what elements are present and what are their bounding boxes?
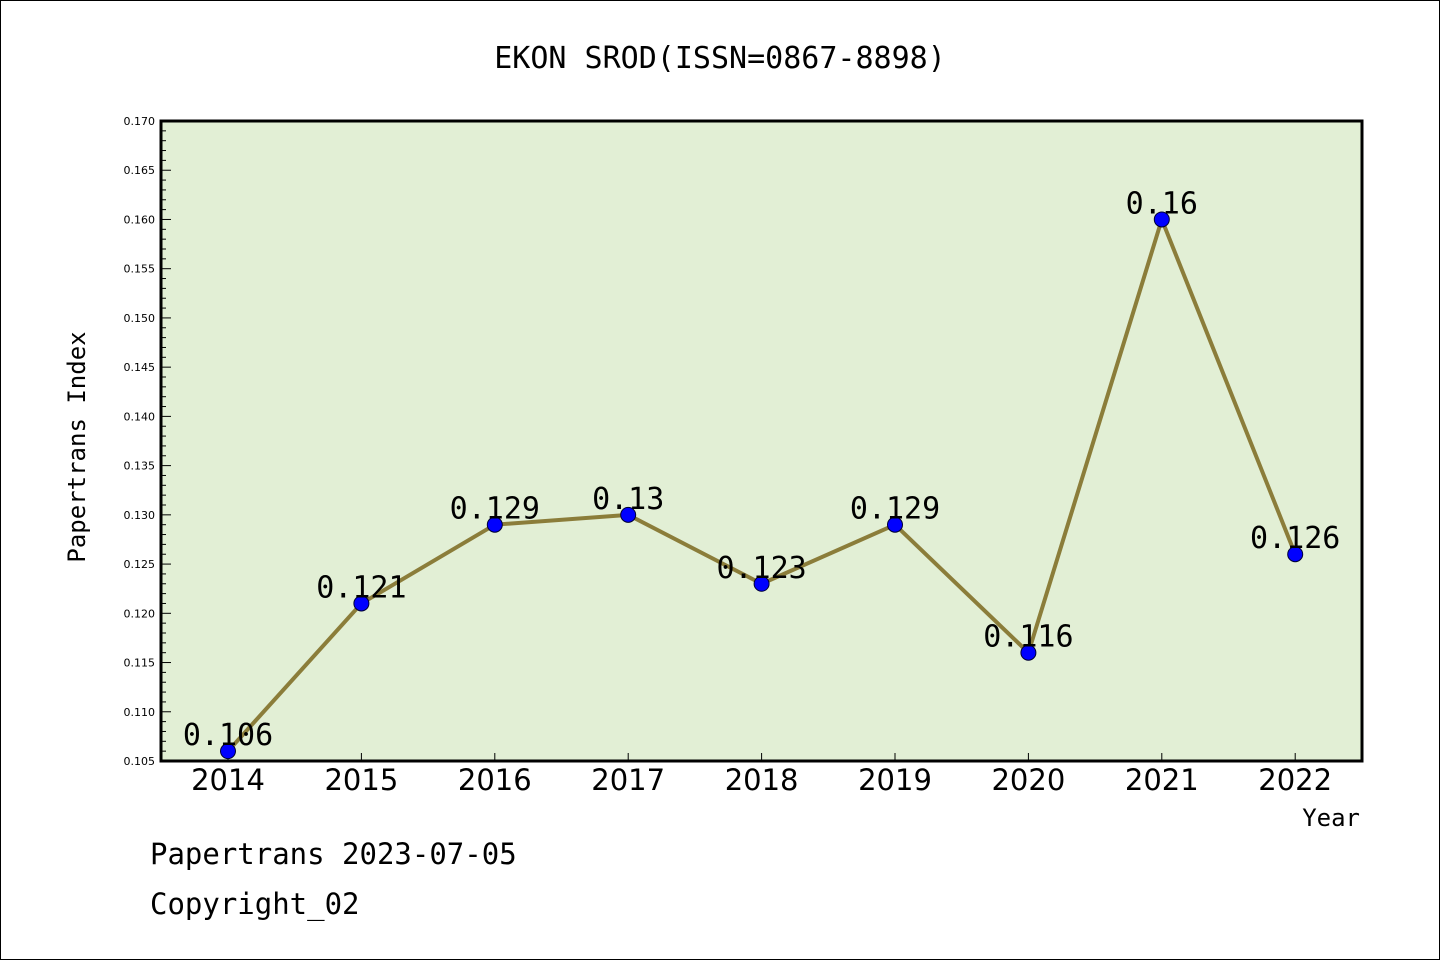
x-tick-label: 2020 [991, 763, 1065, 797]
data-label: 0.126 [1250, 521, 1340, 556]
data-label: 0.129 [850, 492, 940, 527]
footer-copyright: Copyright_02 [150, 887, 360, 922]
y-tick-label: 0.165 [124, 164, 156, 177]
y-axis: 0.105 0.110 0.115 0.120 0.125 0.130 0.135 0.140… [124, 115, 171, 768]
x-tick-label: 2019 [858, 763, 932, 797]
x-tick-label: 2017 [591, 763, 665, 797]
data-label: 0.13 [592, 482, 664, 517]
data-point [220, 743, 236, 760]
y-tick-label: 0.160 [124, 213, 156, 226]
y-tick-label: 0.135 [124, 460, 156, 473]
plot-area [161, 121, 1362, 761]
x-tick-label: 2014 [191, 763, 265, 797]
x-tick-label: 2016 [458, 763, 532, 797]
x-axis: 2014 2015 2016 2017 2018 2019 2020 2021 2022 [191, 753, 1332, 797]
data-point [1020, 644, 1037, 661]
data-label: 0.116 [983, 620, 1073, 655]
y-tick-label: 0.120 [124, 607, 156, 620]
y-tick-label: 0.110 [124, 706, 156, 719]
x-tick-label: 2022 [1258, 763, 1332, 797]
y-tick-label: 0.150 [124, 312, 156, 325]
data-label: 0.106 [183, 718, 273, 753]
y-tick-label: 0.170 [124, 115, 156, 128]
y-axis-title: Papertrans Index [63, 331, 91, 562]
y-tick-label: 0.130 [124, 509, 156, 522]
x-tick-label: 2015 [324, 763, 398, 797]
data-label: 0.121 [316, 570, 406, 605]
data-label: 0.123 [716, 551, 806, 586]
y-tick-label: 0.145 [124, 361, 156, 374]
x-tick-label: 2018 [725, 763, 799, 797]
data-label: 0.129 [450, 492, 540, 527]
y-tick-label: 0.115 [124, 657, 156, 670]
data-points [220, 211, 1304, 760]
data-point [486, 516, 503, 533]
data-point [1287, 546, 1304, 563]
data-point [753, 575, 770, 592]
y-tick-label: 0.155 [124, 263, 156, 276]
data-point [887, 516, 903, 533]
data-point [1153, 211, 1170, 228]
data-labels: 0.106 0.121 0.129 0.13 0.123 0.129 0.116 0.16 0.… [183, 186, 1341, 753]
data-point [620, 506, 637, 523]
plot-frame [159, 119, 1364, 763]
y-tick-label: 0.105 [124, 755, 156, 768]
data-label: 0.16 [1126, 186, 1198, 221]
y-tick-label: 0.140 [124, 410, 156, 423]
y-tick-label: 0.125 [124, 558, 156, 571]
data-point [353, 595, 370, 612]
x-axis-title: Year [1302, 804, 1360, 832]
x-tick-label: 2021 [1125, 763, 1199, 797]
footer-date: Papertrans 2023-07-05 [150, 837, 517, 871]
chart-title: EKON SROD(ISSN=0867-8898) [494, 41, 946, 76]
